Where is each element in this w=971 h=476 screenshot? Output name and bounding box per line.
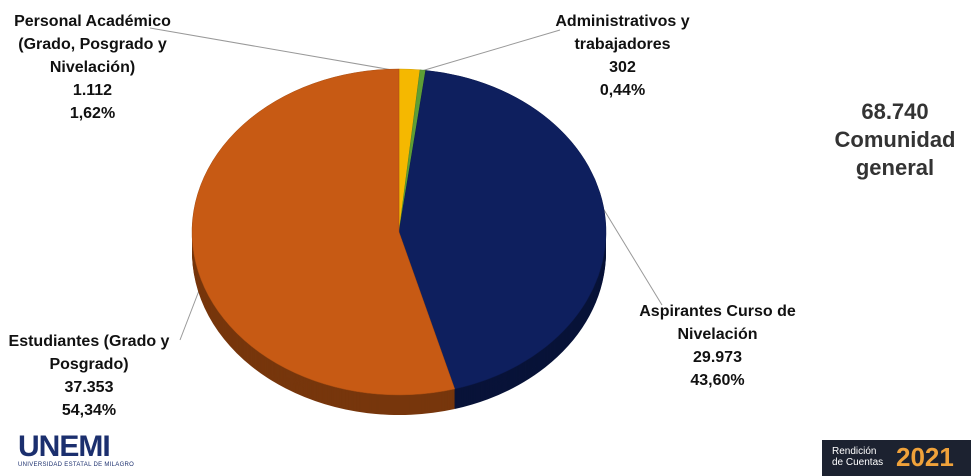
logo-text: UNEMI: [18, 430, 111, 463]
value-label: 1.112: [72, 82, 113, 99]
value-label: 37.353: [64, 379, 114, 396]
slice-label: Administrativos y trabajadores 302 0,44%: [545, 10, 700, 102]
value-label: 29.973: [693, 349, 742, 366]
category-label: Personal Académico (Grado, Posgrado y Ni…: [14, 13, 171, 76]
badge-year: 2021: [896, 442, 954, 472]
slice-label: Estudiantes (Grado y Posgrado) 37.353 54,3…: [0, 330, 178, 422]
total-value: 68.740: [861, 99, 929, 124]
badge-text: Rendición de Cuentas: [832, 446, 884, 468]
category-label: Administrativos y trabajadores: [555, 13, 690, 53]
percentage-label: 1,62%: [69, 105, 116, 122]
logo: UNEMI UNIVERSIDAD ESTATAL DE MILAGRO: [18, 430, 135, 469]
total-caption: Comunidad general: [834, 127, 956, 180]
slice-label: Aspirantes Curso de Nivelación 29.973 43,6…: [635, 300, 800, 392]
pie: [191, 68, 607, 415]
slice-label: Personal Académico (Grado, Posgrado y Ni…: [0, 10, 185, 125]
slice: [191, 68, 456, 396]
percentage-label: 54,34%: [61, 402, 117, 419]
value-label: 302: [609, 59, 636, 76]
percentage-label: 0,44%: [599, 82, 646, 99]
slice: [398, 70, 607, 390]
leader-line: [149, 27, 405, 73]
category-label: Estudiantes (Grado y Posgrado): [8, 333, 170, 373]
logo-subtitle: UNIVERSIDAD ESTATAL DE MILAGRO: [18, 462, 135, 468]
total-box: 68.740 Comunidad general: [810, 98, 971, 182]
percentage-label: 43,60%: [690, 372, 745, 389]
badge: Rendición de Cuentas 2021: [822, 440, 971, 476]
leader-line: [597, 199, 663, 306]
leader-line: [417, 29, 561, 73]
category-label: Aspirantes Curso de Nivelación: [639, 303, 796, 343]
